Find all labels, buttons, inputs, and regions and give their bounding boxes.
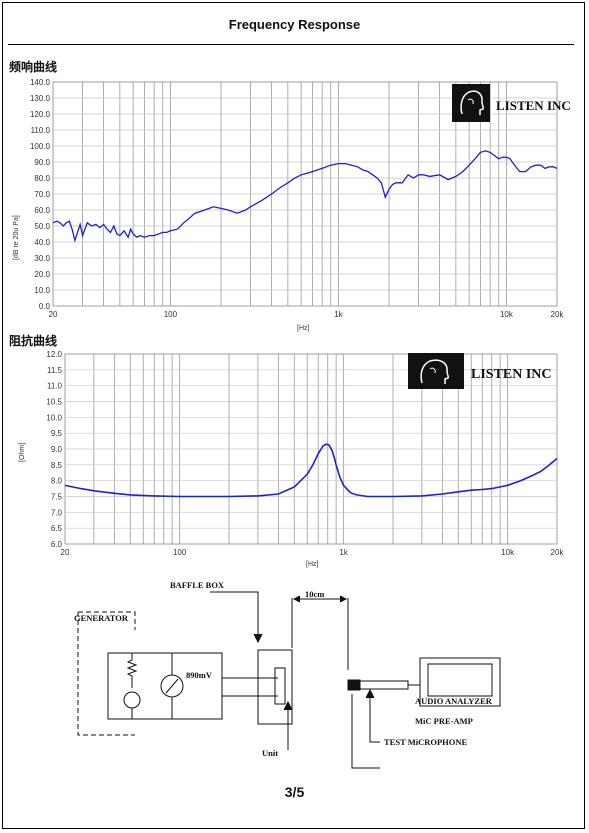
fr-y-tick-label: 60.0	[34, 206, 50, 215]
imp-y-tick-label: 7.0	[51, 508, 63, 517]
audio-analyzer-box	[419, 657, 501, 707]
imp-y-tick-label: 10.5	[46, 398, 62, 407]
baffle-box-label: BAFFLE BOX	[170, 580, 225, 590]
imp-x-tick-label: 20k	[551, 548, 565, 557]
imp-y-tick-label: 8.5	[51, 461, 63, 470]
fr-y-tick-label: 110.0	[31, 126, 51, 135]
imp-x-tick-label: 100	[173, 548, 187, 557]
frequency-response-chart: 0.0 10.0 20.0 30.0 40.0 50.0 60.0 70.0 80.0 90.0 1…	[13, 78, 571, 332]
imp-y-tick-label: 6.0	[51, 540, 63, 549]
audio-analyzer-label: AUDIO ANALYZER	[415, 696, 493, 706]
imp-x-tick-label: 10k	[501, 548, 515, 557]
imp-ticks: 6.0 6.5 7.0 7.5 8.0 8.5 9.0 9.5 10.0 10.5 11.0 11.5…	[46, 350, 564, 557]
imp-grid	[64, 353, 558, 545]
imp-y-tick-label: 11.0	[47, 382, 63, 391]
fr-x-tick-label: 10k	[500, 310, 514, 319]
imp-y-tick-label: 10.0	[46, 413, 62, 422]
fr-y-tick-label: 90.0	[34, 158, 50, 167]
fr-y-axis-label: [dB re 20u Pa]	[13, 215, 20, 260]
fr-y-tick-label: 80.0	[34, 174, 50, 183]
page-title: Frequency Response	[228, 17, 361, 32]
imp-logo: LISTEN INC	[408, 353, 552, 389]
fr-logo-mark	[452, 84, 490, 122]
test-microphone-label: TEST MiCROPHONE	[384, 737, 468, 747]
fr-y-tick-label: 50.0	[34, 222, 50, 231]
fr-y-tick-label: 140.0	[30, 78, 51, 87]
fr-x-tick-label: 20	[49, 310, 58, 319]
imp-logo-mark	[408, 353, 464, 389]
title-divider	[8, 44, 574, 45]
imp-y-tick-label: 6.5	[51, 524, 63, 533]
imp-y-tick-label: 12.0	[46, 350, 62, 359]
voltage-label: 890mV	[186, 670, 213, 680]
fr-x-tick-label: 1k	[334, 310, 343, 319]
fr-logo: LISTEN INC	[452, 84, 571, 122]
speaker-unit	[274, 667, 286, 705]
page-number: 3/5	[284, 784, 305, 800]
imp-y-axis-label: [Ohm]	[19, 443, 26, 462]
microphone-icon	[347, 679, 361, 691]
imp-y-tick-label: 8.0	[51, 477, 63, 486]
fr-y-tick-label: 20.0	[34, 270, 50, 279]
fr-y-tick-label: 30.0	[34, 254, 50, 263]
imp-y-tick-label: 7.5	[51, 493, 63, 502]
generator-box	[107, 652, 223, 720]
fr-y-tick-label: 130.0	[30, 94, 51, 103]
test-mic-callout	[369, 690, 380, 743]
fr-logo-text: LISTEN INC	[496, 98, 571, 113]
fr-y-tick-label: 120.0	[30, 110, 51, 119]
fr-x-tick-label: 100	[164, 310, 178, 319]
mic-preamp-label: MiC PRE-AMP	[415, 716, 473, 726]
imp-y-tick-label: 11.5	[47, 366, 63, 375]
fr-y-tick-label: 40.0	[34, 238, 50, 247]
fr-series-line	[52, 150, 558, 243]
fr-y-tick-label: 70.0	[34, 190, 50, 199]
baffle-callout	[210, 591, 259, 642]
imp-x-tick-label: 1k	[339, 548, 348, 557]
imp-x-tick-label: 20	[61, 548, 70, 557]
fr-y-tick-label: 100.0	[30, 142, 51, 151]
distance-label: 10cm	[305, 589, 324, 599]
test-setup-diagram: BAFFLE BOX GENERATOR 10cm 890mV AUDIO AN…	[74, 580, 501, 769]
imp-y-tick-label: 9.5	[51, 429, 63, 438]
fr-x-tick-label: 20k	[551, 310, 565, 319]
imp-logo-head-icon	[420, 359, 450, 384]
imp-x-axis-label: [Hz]	[306, 561, 319, 568]
fr-y-tick-label: 10.0	[34, 286, 50, 295]
imp-y-tick-label: 9.0	[51, 445, 63, 454]
impedance-chart: 6.0 6.5 7.0 7.5 8.0 8.5 9.0 9.5 10.0 10.5 11.0 11.5…	[19, 350, 564, 568]
fr-logo-ear-icon	[467, 98, 474, 105]
fr-y-tick-label: 0.0	[39, 302, 51, 311]
fr-logo-head-icon	[460, 90, 485, 115]
imp-logo-text: LISTEN INC	[471, 367, 552, 382]
resistor-icon	[126, 653, 138, 688]
mic-preamp-body	[359, 680, 409, 690]
source-icon	[123, 691, 141, 709]
impedance-heading: 阻抗曲线	[9, 334, 58, 348]
frequency-response-heading: 频响曲线	[9, 60, 58, 74]
generator-label: GENERATOR	[74, 613, 129, 623]
generator-outline	[77, 612, 135, 736]
imp-series-line	[64, 443, 558, 498]
unit-label: Unit	[262, 748, 278, 758]
fr-x-axis-label: [Hz]	[297, 325, 310, 332]
fr-ticks: 0.0 10.0 20.0 30.0 40.0 50.0 60.0 70.0 80.0 90.0 1…	[30, 78, 564, 319]
imp-logo-ear-icon	[429, 367, 436, 374]
